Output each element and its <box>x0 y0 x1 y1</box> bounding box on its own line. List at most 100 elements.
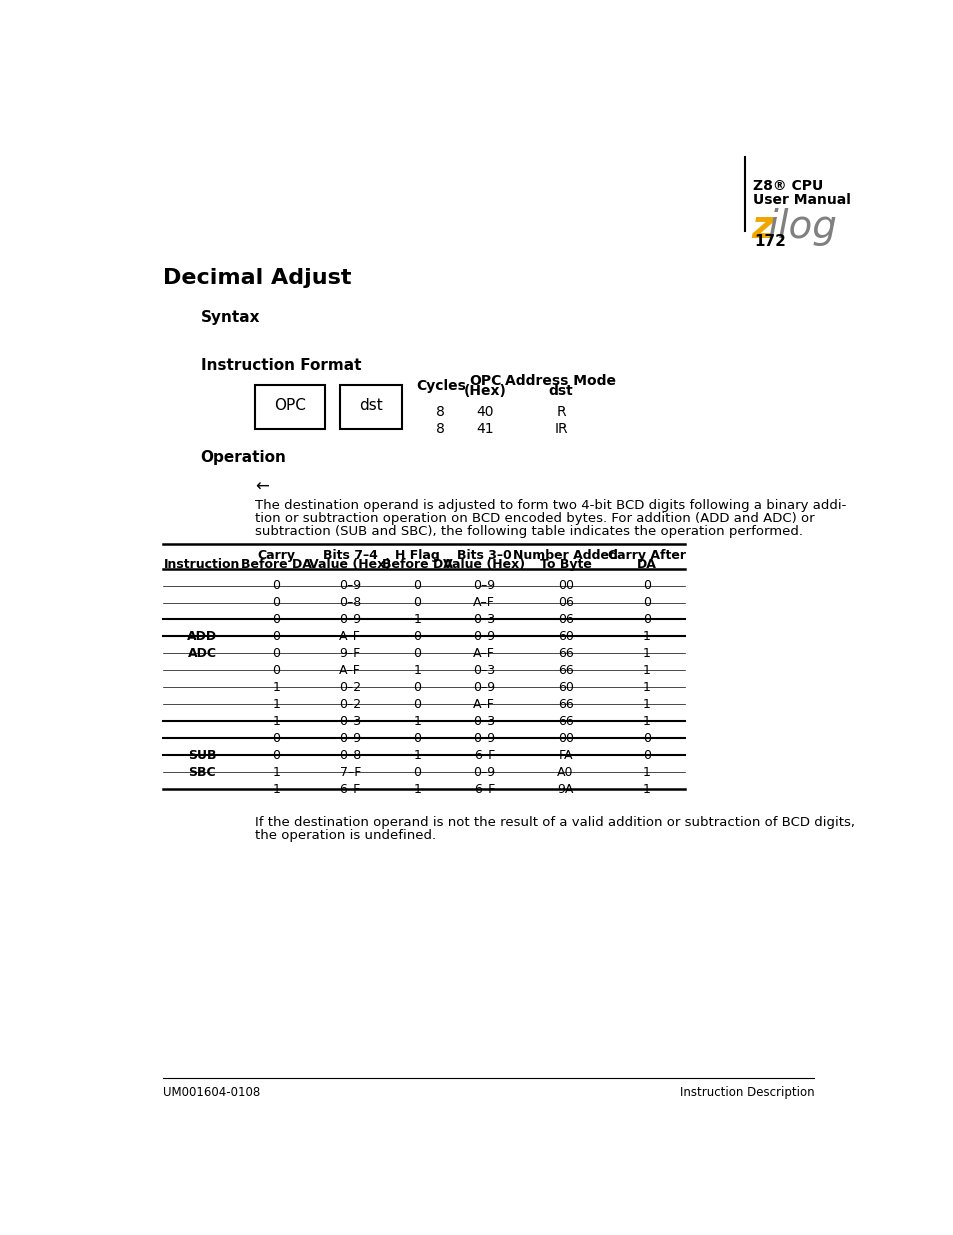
Text: 1: 1 <box>642 766 650 779</box>
Text: 0: 0 <box>414 732 421 745</box>
Text: 1: 1 <box>642 783 650 795</box>
Text: 06: 06 <box>558 614 573 626</box>
Text: 0: 0 <box>414 630 421 643</box>
Text: 1: 1 <box>642 630 650 643</box>
Text: 0: 0 <box>273 748 280 762</box>
Text: 66: 66 <box>558 647 573 661</box>
Text: Cycles: Cycles <box>416 379 465 393</box>
Text: 0–9: 0–9 <box>473 579 495 593</box>
Text: 0–9: 0–9 <box>473 766 495 779</box>
Text: 1: 1 <box>273 783 280 795</box>
Text: To Byte: To Byte <box>539 558 591 571</box>
Text: 7–F: 7–F <box>339 766 360 779</box>
Text: A–F: A–F <box>473 597 495 609</box>
Text: Operation: Operation <box>200 450 286 466</box>
Text: H Flag: H Flag <box>395 550 439 562</box>
Text: 0: 0 <box>414 579 421 593</box>
Text: 40: 40 <box>476 405 494 419</box>
Text: 66: 66 <box>558 715 573 727</box>
Text: 1: 1 <box>414 614 421 626</box>
Text: 1: 1 <box>642 664 650 677</box>
Text: Before DA: Before DA <box>382 558 453 571</box>
Text: FA: FA <box>558 748 573 762</box>
Text: 6–F: 6–F <box>473 748 495 762</box>
Text: 0: 0 <box>642 748 650 762</box>
Text: 8: 8 <box>436 421 445 436</box>
Text: R: R <box>556 405 565 419</box>
Text: 0: 0 <box>273 732 280 745</box>
Text: 0–3: 0–3 <box>473 664 495 677</box>
Text: dst: dst <box>548 384 573 398</box>
Text: 0: 0 <box>273 579 280 593</box>
Text: 0: 0 <box>642 614 650 626</box>
Text: 0: 0 <box>273 630 280 643</box>
Text: A–F: A–F <box>339 630 361 643</box>
Text: 0: 0 <box>414 766 421 779</box>
Text: 0–3: 0–3 <box>473 614 495 626</box>
Text: OPC: OPC <box>274 398 305 412</box>
FancyBboxPatch shape <box>340 385 402 430</box>
Text: 0: 0 <box>414 647 421 661</box>
Text: 0–2: 0–2 <box>338 698 361 711</box>
Text: Instruction: Instruction <box>164 558 240 571</box>
Text: 1: 1 <box>642 698 650 711</box>
Text: 66: 66 <box>558 664 573 677</box>
Text: 1: 1 <box>642 715 650 727</box>
Text: Decimal Adjust: Decimal Adjust <box>163 268 352 288</box>
Text: 0–3: 0–3 <box>338 715 361 727</box>
Text: 06: 06 <box>558 597 573 609</box>
Text: 9–F: 9–F <box>339 647 360 661</box>
Text: A–F: A–F <box>473 698 495 711</box>
Text: 0–9: 0–9 <box>473 630 495 643</box>
Text: UM001604-0108: UM001604-0108 <box>163 1086 260 1099</box>
Text: 172: 172 <box>754 235 786 249</box>
Text: ADC: ADC <box>188 647 216 661</box>
Text: Instruction Format: Instruction Format <box>200 358 361 373</box>
Text: subtraction (SUB and SBC), the following table indicates the operation performed: subtraction (SUB and SBC), the following… <box>254 526 802 538</box>
Text: 0–9: 0–9 <box>338 579 361 593</box>
Text: 41: 41 <box>476 421 494 436</box>
Text: 0–8: 0–8 <box>338 597 361 609</box>
Text: Syntax: Syntax <box>200 310 260 325</box>
Text: 0: 0 <box>642 732 650 745</box>
Text: Carry: Carry <box>257 550 295 562</box>
Text: 0: 0 <box>273 597 280 609</box>
Text: 1: 1 <box>414 783 421 795</box>
Text: 60: 60 <box>558 630 573 643</box>
Text: Address Mode: Address Mode <box>505 374 616 388</box>
Text: 6–F: 6–F <box>339 783 360 795</box>
Text: A–F: A–F <box>473 647 495 661</box>
Text: Value (Hex): Value (Hex) <box>309 558 391 571</box>
Text: Value (Hex): Value (Hex) <box>443 558 525 571</box>
Text: A0: A0 <box>557 766 574 779</box>
Text: 1: 1 <box>414 748 421 762</box>
Text: 0–8: 0–8 <box>338 748 361 762</box>
Text: ←: ← <box>254 478 269 495</box>
Text: Carry After: Carry After <box>607 550 685 562</box>
Text: 0: 0 <box>414 680 421 694</box>
Text: ilog: ilog <box>766 209 836 246</box>
Text: 0–2: 0–2 <box>338 680 361 694</box>
Text: 1: 1 <box>414 664 421 677</box>
Text: 66: 66 <box>558 698 573 711</box>
Text: 0–9: 0–9 <box>473 680 495 694</box>
Text: 60: 60 <box>558 680 573 694</box>
Text: Z8® CPU: Z8® CPU <box>753 179 822 193</box>
Text: 1: 1 <box>273 766 280 779</box>
Text: 8: 8 <box>436 405 445 419</box>
Text: IR: IR <box>554 421 567 436</box>
Text: 9A: 9A <box>557 783 574 795</box>
Text: 0–9: 0–9 <box>338 614 361 626</box>
Text: 0–9: 0–9 <box>473 732 495 745</box>
Text: 0: 0 <box>642 597 650 609</box>
Text: Before DA: Before DA <box>241 558 312 571</box>
Text: 1: 1 <box>273 715 280 727</box>
Text: 1: 1 <box>642 680 650 694</box>
Text: 0: 0 <box>414 698 421 711</box>
Text: 0: 0 <box>273 664 280 677</box>
Text: (Hex): (Hex) <box>463 384 506 398</box>
Text: the operation is undefined.: the operation is undefined. <box>254 829 436 842</box>
Text: 1: 1 <box>273 680 280 694</box>
Text: 0–9: 0–9 <box>338 732 361 745</box>
Text: 1: 1 <box>642 647 650 661</box>
